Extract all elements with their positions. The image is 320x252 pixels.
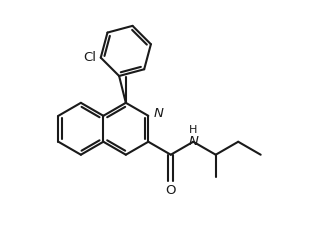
Text: N: N <box>154 107 164 120</box>
Text: H: H <box>189 125 197 135</box>
Text: O: O <box>165 184 176 198</box>
Text: Cl: Cl <box>83 51 96 64</box>
Text: N: N <box>188 135 198 148</box>
